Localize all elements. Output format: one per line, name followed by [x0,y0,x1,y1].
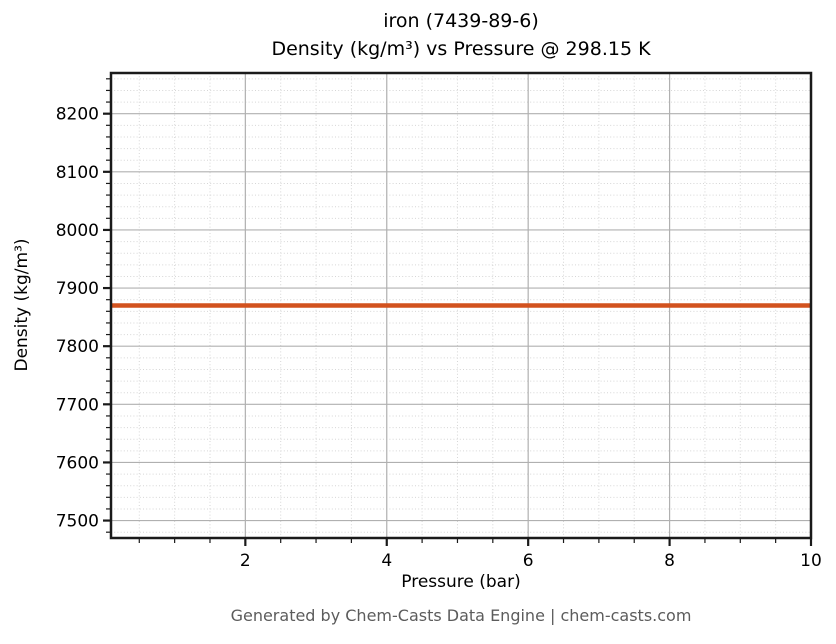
y-tick-label: 7500 [56,512,99,532]
plot-frame [109,71,813,540]
y-tick-label: 7800 [56,337,99,357]
axis-ticks [103,78,813,546]
chart-title: iron (7439-89-6) [383,10,539,32]
chart-subtitle: Density (kg/m³) vs Pressure @ 298.15 K [271,38,651,60]
x-tick-label: 8 [664,551,675,571]
y-tick-labels: 7500 7600 7700 7800 7900 8000 8100 8200 [56,105,99,532]
watermark-text: Generated by Chem-Casts Data Engine | ch… [230,606,692,625]
y-tick-label: 7900 [56,279,99,299]
y-tick-label: 8200 [56,105,99,125]
x-tick-label: 10 [800,551,822,571]
y-tick-label: 7600 [56,453,99,473]
chart-title-block: iron (7439-89-6) Density (kg/m³) vs Pres… [111,7,811,63]
minor-gridlines [111,73,811,538]
x-tick-label: 4 [381,551,392,571]
x-axis-label: Pressure (bar) [401,572,521,592]
x-tick-labels: 2 4 6 8 10 [240,551,822,571]
x-tick-label: 6 [523,551,534,571]
x-tick-label: 2 [240,551,251,571]
y-axis-label: Density (kg/m³) [12,238,32,372]
y-tick-label: 7700 [56,395,99,415]
y-tick-label: 8100 [56,163,99,183]
y-tick-label: 8000 [56,221,99,241]
